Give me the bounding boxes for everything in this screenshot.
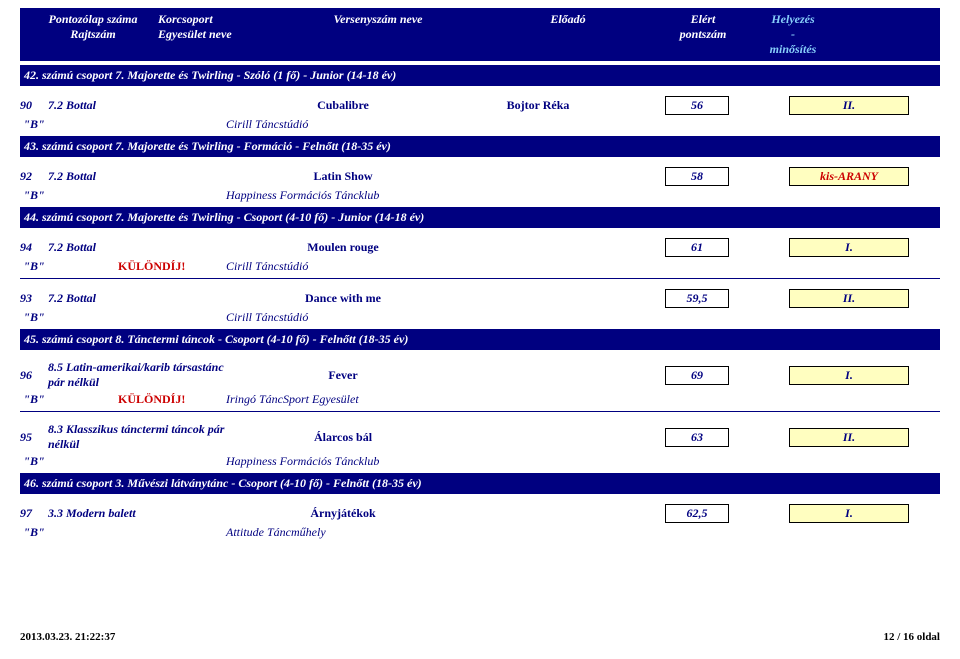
place-box: kis-ARANY (789, 167, 909, 186)
entry-special: KÜLÖNDÍJ! (118, 259, 218, 274)
entry-number: 97 (20, 506, 48, 521)
score-box: 69 (665, 366, 729, 385)
score-box: 56 (665, 96, 729, 115)
hdr-col4: Előadó (478, 12, 658, 27)
entry-title: Dance with me (243, 291, 443, 306)
hdr-col1b: Rajtszám (28, 27, 158, 42)
hdr-col3: Versenyszám neve (278, 12, 478, 27)
place-box: I. (789, 504, 909, 523)
entry-category: 7.2 Bottal (48, 98, 243, 113)
score-box: 62,5 (665, 504, 729, 523)
place-box: II. (789, 96, 909, 115)
table-header: Pontozólap számaRajtszám KorcsoportEgyes… (20, 8, 940, 61)
hdr-col6a: Helyezés (748, 12, 838, 27)
hdr-col5b: pontszám (658, 27, 748, 42)
entry-b-mark: "B" (20, 454, 48, 469)
entry-b-mark: "B" (20, 392, 48, 407)
entry-title: Álarcos bál (243, 430, 443, 445)
entry-special: KÜLÖNDÍJ! (118, 392, 218, 407)
entry-row: 947.2 BottalMoulen rouge 61 I. "B" KÜLÖNDÍJ!… (20, 238, 940, 274)
entry-row: 958.3 Klasszikus tánctermi táncok pár né… (20, 422, 940, 469)
entry-category: 7.2 Bottal (48, 291, 243, 306)
entry-row: 973.3 Modern balettÁrnyjátékok 62,5 I. "B" A… (20, 504, 940, 540)
entry-b-mark: "B" (20, 259, 48, 274)
group-band: 43. számú csoport 7. Majorette és Twirli… (20, 136, 940, 157)
entry-category: 7.2 Bottal (48, 240, 243, 255)
entry-number: 93 (20, 291, 48, 306)
entry-title: Latin Show (243, 169, 443, 184)
entry-number: 90 (20, 98, 48, 113)
entry-club: Attitude Táncműhely (226, 525, 526, 540)
entry-club: Cirill Táncstúdió (226, 310, 526, 325)
entry-row: 907.2 BottalCubalibreBojtor Réka 56 II. "B"… (20, 96, 940, 132)
entry-club: Cirill Táncstúdió (226, 117, 526, 132)
hdr-col2a: Korcsoport (158, 12, 278, 27)
entry-b-mark: "B" (20, 310, 48, 325)
entry-number: 95 (20, 430, 48, 445)
place-box: I. (789, 238, 909, 257)
entry-b-mark: "B" (20, 525, 48, 540)
entry-club: Iringó TáncSport Egyesület (226, 392, 526, 407)
entry-row: 937.2 BottalDance with me 59,5 II. "B" Ciril… (20, 289, 940, 325)
entry-club: Happiness Formációs Táncklub (226, 188, 526, 203)
entry-number: 92 (20, 169, 48, 184)
entry-row: 927.2 BottalLatin Show 58 kis-ARANY "B" Happ… (20, 167, 940, 203)
entry-category: 8.3 Klasszikus tánctermi táncok pár nélk… (48, 422, 243, 452)
entry-performer: Bojtor Réka (443, 98, 633, 113)
hdr-col2b: Egyesület neve (158, 27, 278, 42)
hdr-col5a: Elért (658, 12, 748, 27)
entry-b-mark: "B" (20, 188, 48, 203)
entry-number: 94 (20, 240, 48, 255)
entry-club: Cirill Táncstúdió (226, 259, 526, 274)
entry-club: Happiness Formációs Táncklub (226, 454, 526, 469)
entry-title: Fever (243, 368, 443, 383)
hdr-col6c: minősítés (748, 42, 838, 57)
entry-title: Árnyjátékok (243, 506, 443, 521)
group-band: 44. számú csoport 7. Majorette és Twirli… (20, 207, 940, 228)
score-box: 61 (665, 238, 729, 257)
place-box: II. (789, 289, 909, 308)
entry-category: 7.2 Bottal (48, 169, 243, 184)
entry-number: 96 (20, 368, 48, 383)
hdr-col6b: - (748, 27, 838, 42)
entry-b-mark: "B" (20, 117, 48, 132)
entry-title: Cubalibre (243, 98, 443, 113)
entry-row: 968.5 Latin-amerikai/karib társastánc pá… (20, 360, 940, 407)
group-band: 46. számú csoport 3. Művészi látványtánc… (20, 473, 940, 494)
footer-timestamp: 2013.03.23. 21:22:37 (20, 631, 115, 643)
entry-title: Moulen rouge (243, 240, 443, 255)
place-box: II. (789, 428, 909, 447)
score-box: 63 (665, 428, 729, 447)
hdr-col1a: Pontozólap száma (28, 12, 158, 27)
page-footer: 2013.03.23. 21:22:37 12 / 16 oldal (20, 631, 940, 643)
entry-category: 3.3 Modern balett (48, 506, 243, 521)
group-band: 42. számú csoport 7. Majorette és Twirli… (20, 65, 940, 86)
score-box: 58 (665, 167, 729, 186)
footer-page: 12 / 16 oldal (883, 631, 940, 643)
entry-category: 8.5 Latin-amerikai/karib társastánc pár … (48, 360, 243, 390)
score-box: 59,5 (665, 289, 729, 308)
place-box: I. (789, 366, 909, 385)
group-band: 45. számú csoport 8. Tánctermi táncok - … (20, 329, 940, 350)
